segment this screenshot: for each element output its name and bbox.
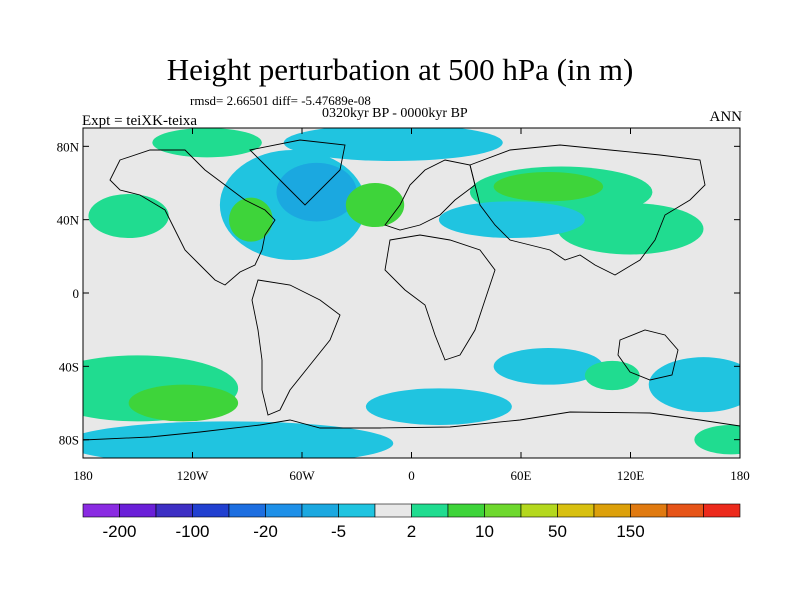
colorbar-label: 2 bbox=[407, 522, 416, 541]
contour-region-10 bbox=[438, 201, 585, 239]
colorbar-swatch bbox=[265, 503, 303, 518]
coast-australia bbox=[617, 329, 679, 381]
contour-region-15 bbox=[493, 348, 604, 385]
colorbar-swatch bbox=[374, 503, 412, 518]
coastlines bbox=[83, 139, 740, 441]
contour-region-17 bbox=[648, 357, 740, 413]
colorbar-swatch bbox=[338, 503, 376, 518]
contour-region-2 bbox=[276, 162, 357, 222]
contour-region-12 bbox=[128, 384, 239, 422]
contour-field bbox=[83, 128, 740, 458]
colorbar-swatch bbox=[155, 503, 193, 518]
coast-greenland bbox=[249, 139, 346, 206]
colorbar-label: -5 bbox=[331, 522, 346, 541]
lat-tick-label: 0 bbox=[73, 286, 80, 301]
lon-tick-label: 180 bbox=[730, 468, 750, 483]
colorbar-label: 50 bbox=[548, 522, 567, 541]
colorbar-label: -100 bbox=[175, 522, 209, 541]
experiment-label: Expt = teiXK-teixa bbox=[82, 113, 198, 129]
colorbar-label: -200 bbox=[102, 522, 136, 541]
lon-tick-label: 0 bbox=[408, 468, 415, 483]
colorbar-swatch bbox=[520, 503, 558, 518]
contour-region-8 bbox=[493, 172, 604, 202]
coast-africa bbox=[384, 234, 496, 361]
lat-tick-label: 40S bbox=[59, 359, 79, 374]
longitude-axis: 180 120W 60W 0 60E 120E 180 bbox=[73, 128, 750, 483]
contour-region-13 bbox=[83, 421, 394, 458]
colorbar-label: 150 bbox=[616, 522, 644, 541]
plot-title: Height perturbation at 500 hPa (in m) bbox=[166, 52, 634, 87]
coast-antarctica bbox=[83, 411, 740, 441]
contour-region-18 bbox=[694, 425, 740, 455]
colorbar-swatch bbox=[557, 503, 595, 518]
coast-asia bbox=[469, 144, 706, 276]
contour-region-16 bbox=[584, 360, 640, 391]
colorbar-label: 10 bbox=[475, 522, 494, 541]
latitude-axis: 80N 40N 0 40S 80S bbox=[57, 139, 740, 448]
colorbar-swatch bbox=[484, 503, 522, 518]
colorbar-swatch bbox=[630, 503, 668, 518]
colorbar-swatch bbox=[447, 503, 485, 518]
colorbar-swatch bbox=[119, 503, 157, 518]
contour-region-9 bbox=[557, 203, 704, 255]
coast-north-america bbox=[109, 149, 276, 286]
season-label: ANN bbox=[709, 109, 743, 125]
colorbar-swatch bbox=[593, 503, 631, 518]
contour-region-0 bbox=[283, 128, 503, 161]
contour-region-14 bbox=[365, 388, 512, 425]
lat-tick-label: 40N bbox=[57, 213, 80, 228]
lon-tick-label: 60E bbox=[511, 468, 532, 483]
colorbar: -200 -100 -20 -5 2 10 50 150 bbox=[82, 503, 741, 541]
lon-tick-label: 120E bbox=[617, 468, 645, 483]
coast-south-america bbox=[251, 279, 341, 416]
contour-region-6 bbox=[345, 183, 405, 227]
colorbar-swatch bbox=[666, 503, 704, 518]
period-text: 0320kyr BP - 0000kyr BP bbox=[322, 106, 468, 121]
stats-text: rmsd= 2.66501 diff= -5.47689e-08 bbox=[190, 93, 371, 108]
colorbar-swatch bbox=[82, 503, 120, 518]
colorbar-swatch bbox=[411, 503, 449, 518]
colorbar-swatch bbox=[301, 503, 339, 518]
contour-region-3 bbox=[88, 194, 169, 238]
lon-tick-label: 60W bbox=[289, 468, 315, 483]
lon-tick-label: 180 bbox=[73, 468, 93, 483]
colorbar-label: -20 bbox=[253, 522, 278, 541]
contour-region-4 bbox=[152, 128, 262, 158]
lat-tick-label: 80S bbox=[59, 433, 79, 448]
colorbar-swatch bbox=[703, 503, 741, 518]
lon-tick-label: 120W bbox=[177, 468, 210, 483]
contour-region-5 bbox=[229, 197, 273, 242]
lat-tick-label: 80N bbox=[57, 139, 80, 154]
colorbar-swatch bbox=[228, 503, 266, 518]
colorbar-swatch bbox=[192, 503, 230, 518]
